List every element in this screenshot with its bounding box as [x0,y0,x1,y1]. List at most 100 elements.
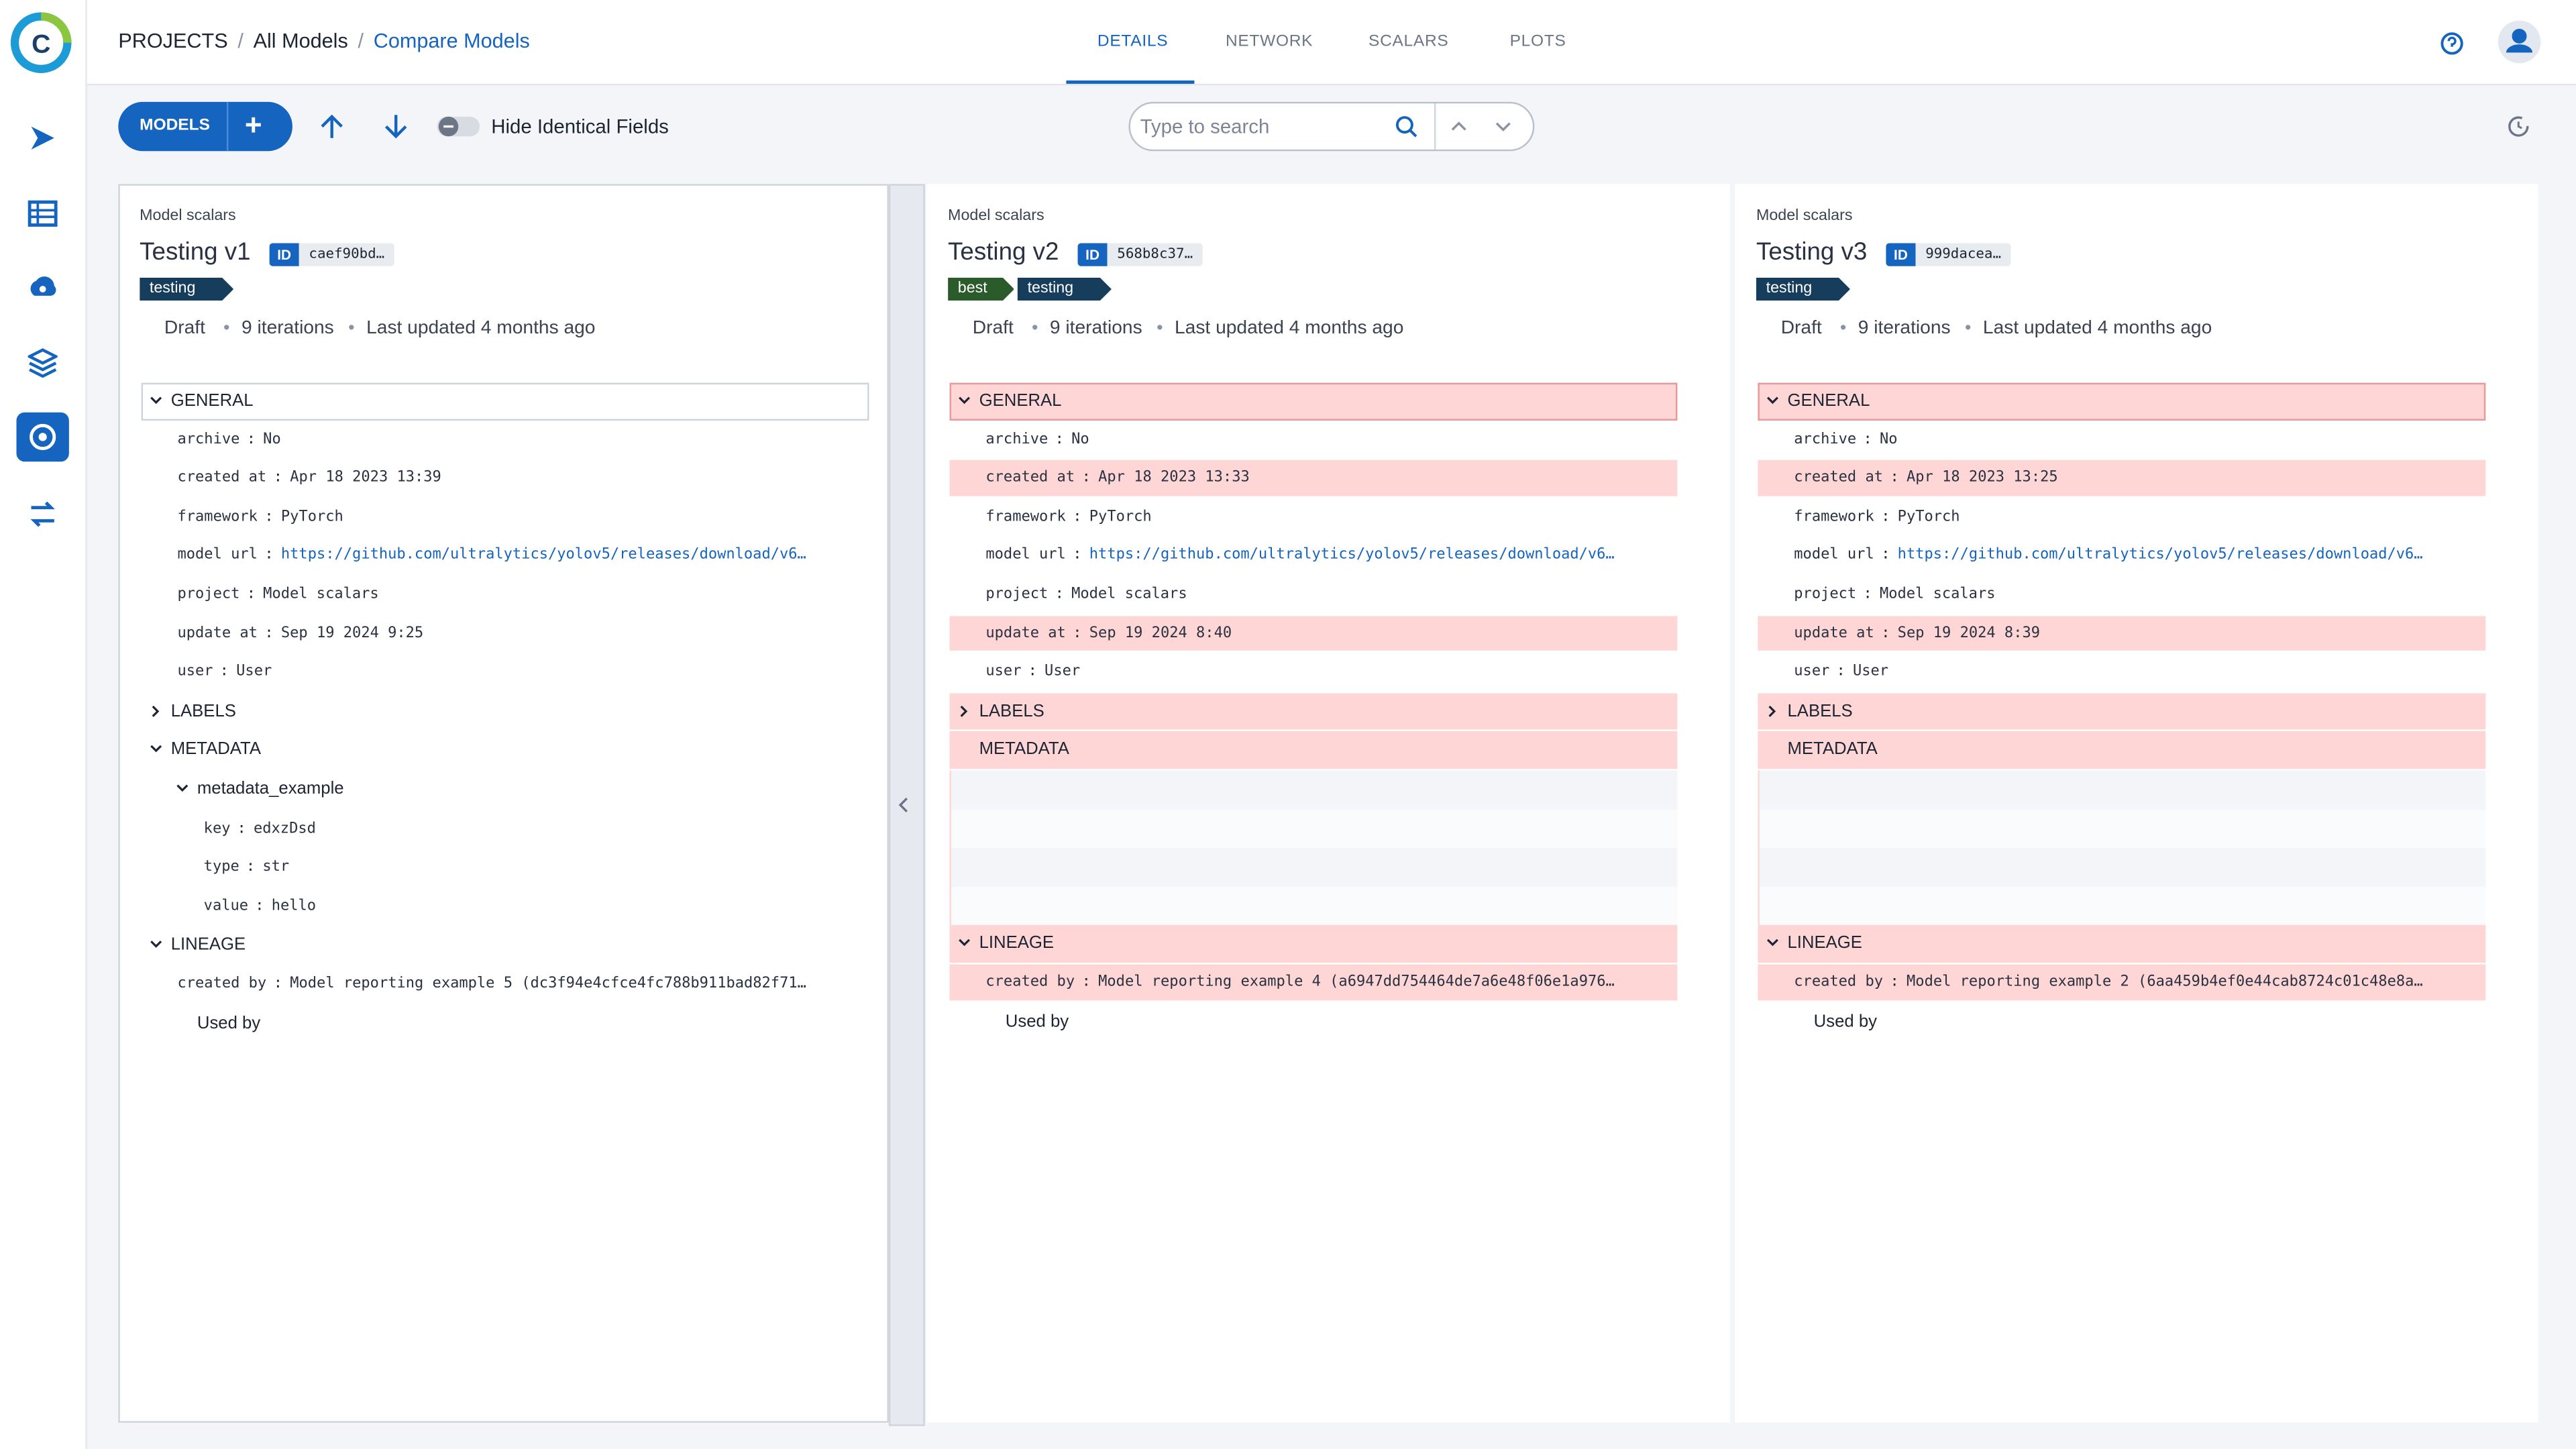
expand-toggle[interactable] [956,703,972,719]
last-updated: Last updated 4 months ago [1175,319,1404,339]
field-key: project [985,586,1049,603]
tab[interactable]: SCALARS [1368,32,1449,51]
tag: best [948,278,1014,301]
move-down[interactable] [383,113,409,140]
toggle-switch[interactable] [435,115,482,138]
crumb[interactable]: PROJECTS [118,30,228,53]
field-key: created by [177,975,267,993]
expand-toggle[interactable] [148,703,164,719]
nav-deploy[interactable] [26,273,59,303]
field-key: model url [1794,547,1874,564]
field-value: Model scalars [263,586,379,603]
tag: testing [140,278,233,301]
field-value: No [1071,431,1089,448]
collapse-bar[interactable] [888,184,925,1426]
expand-toggle[interactable] [148,741,164,757]
field-value: edxzDsd [253,820,316,837]
nav-datasets[interactable] [28,199,58,228]
top-bar [87,0,2576,86]
nav-layers[interactable] [28,348,58,378]
search-prev[interactable] [1449,118,1468,134]
field-value: Sep 19 2024 8:39 [1897,625,2041,642]
crumb-separator: / [237,30,244,53]
collapse-icon [898,797,908,813]
separator: : [1055,586,1064,603]
separator: : [1881,547,1890,564]
field-value: Model scalars [1071,586,1187,603]
search-box[interactable] [1128,101,1535,152]
field-value[interactable]: https://github.com/ultralytics/yolov5/re… [1897,547,2423,564]
crumb[interactable]: Compare Models [373,30,530,53]
used-by: Used by [1813,1011,1878,1031]
section-header[interactable] [1758,925,2486,963]
field-value: Sep 19 2024 8:40 [1089,625,1232,642]
section-header[interactable] [1758,731,2486,769]
expand-toggle[interactable] [174,780,191,796]
field-key: project [177,586,240,603]
section-header[interactable] [142,927,869,964]
nav-pipelines[interactable] [28,123,58,153]
expand-toggle[interactable] [1764,703,1780,719]
diff-highlight [1758,615,2486,651]
tag: testing [1756,278,1850,301]
help-icon[interactable] [2440,32,2465,56]
tab[interactable]: PLOTS [1509,32,1566,51]
expand-toggle[interactable] [956,392,972,409]
field-key: value [203,898,249,915]
separator: : [1073,547,1082,564]
move-up[interactable] [319,113,345,140]
logo[interactable]: C [10,10,72,76]
refresh-icon[interactable] [2507,115,2530,138]
dot: • [1964,319,1972,339]
section-header[interactable] [142,693,869,730]
separator: : [1073,508,1082,526]
tab[interactable]: NETWORK [1225,32,1313,51]
models-button[interactable] [118,101,292,152]
field-value[interactable]: https://github.com/ultralytics/yolov5/re… [1089,547,1615,564]
field-value: User [1852,663,1889,681]
section-header[interactable] [1758,692,2486,731]
field-key: update at [1794,625,1874,642]
search-icon[interactable] [1395,115,1417,138]
search-next[interactable] [1493,118,1513,134]
nav-models-active[interactable] [16,412,69,462]
expand-toggle[interactable] [956,935,972,951]
separator: : [1881,625,1890,642]
separator: : [1863,431,1872,448]
field-value[interactable]: https://github.com/ultralytics/yolov5/re… [280,547,806,564]
project-name: Model scalars [1756,207,1853,225]
section-header[interactable] [141,382,869,420]
id-badge: ID [269,243,299,266]
field-key: framework [177,508,258,526]
field-key: project [1794,586,1857,603]
dot: • [1031,319,1038,339]
section-header[interactable] [949,925,1678,963]
section-title: LINEAGE [170,935,246,955]
section-header[interactable] [949,382,1678,420]
field-value: Model reporting example 4 (a6947dd754464… [1098,974,1615,991]
expand-toggle[interactable] [148,392,164,409]
divider [226,101,229,152]
last-updated: Last updated 4 months ago [1982,319,2212,339]
separator: : [219,663,229,681]
section-header[interactable] [949,692,1678,731]
field-value: Apr 18 2023 13:25 [1907,470,2058,487]
separator: : [1073,625,1082,642]
nav-reports[interactable] [28,499,58,529]
model-name: Testing v2 [948,238,1059,266]
expand-toggle[interactable] [148,937,164,953]
crumb[interactable]: All Models [253,30,348,53]
section-header[interactable] [949,731,1678,769]
field-value: PyTorch [1089,508,1152,526]
diff-highlight [949,615,1678,651]
section-title: GENERAL [1787,390,1870,411]
section-header[interactable] [1758,382,2486,420]
expand-toggle[interactable] [1764,392,1780,409]
add-model-button[interactable]: + [244,108,262,142]
tab[interactable]: DETAILS [1097,32,1169,51]
user-avatar[interactable] [2497,19,2541,64]
expand-toggle[interactable] [1764,935,1780,951]
iterations: 9 iterations [1858,319,1951,339]
used-by: Used by [197,1013,261,1033]
